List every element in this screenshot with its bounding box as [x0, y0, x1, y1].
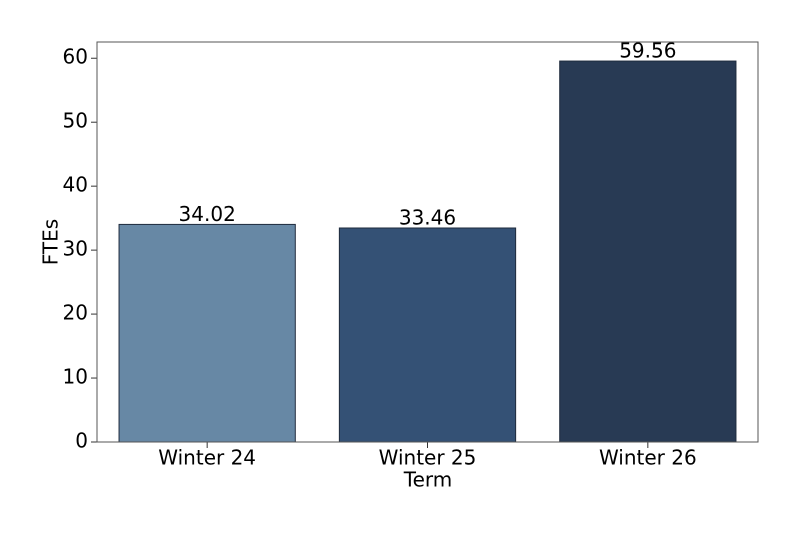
bar — [338, 227, 517, 443]
y-tick-label: 10 — [63, 365, 88, 389]
x-tick-label: Winter 26 — [599, 446, 697, 470]
bar — [118, 223, 296, 443]
plot-frame — [96, 41, 759, 443]
data-label: 59.56 — [619, 39, 676, 63]
y-tick-label: 50 — [63, 109, 88, 133]
x-tick-label: Winter 24 — [158, 446, 256, 470]
x-axis-label: Term — [403, 468, 452, 492]
y-axis-label: FTEs — [39, 219, 63, 265]
data-label: 34.02 — [179, 202, 236, 226]
y-tick-label: 40 — [63, 173, 88, 197]
bar — [559, 60, 737, 443]
data-label: 33.46 — [399, 205, 456, 229]
y-tick-label: 30 — [63, 237, 88, 261]
x-tick-label: Winter 25 — [379, 446, 477, 470]
y-tick-label: 0 — [75, 429, 88, 453]
y-tick-label: 20 — [63, 301, 88, 325]
y-tick-label: 60 — [63, 45, 88, 69]
